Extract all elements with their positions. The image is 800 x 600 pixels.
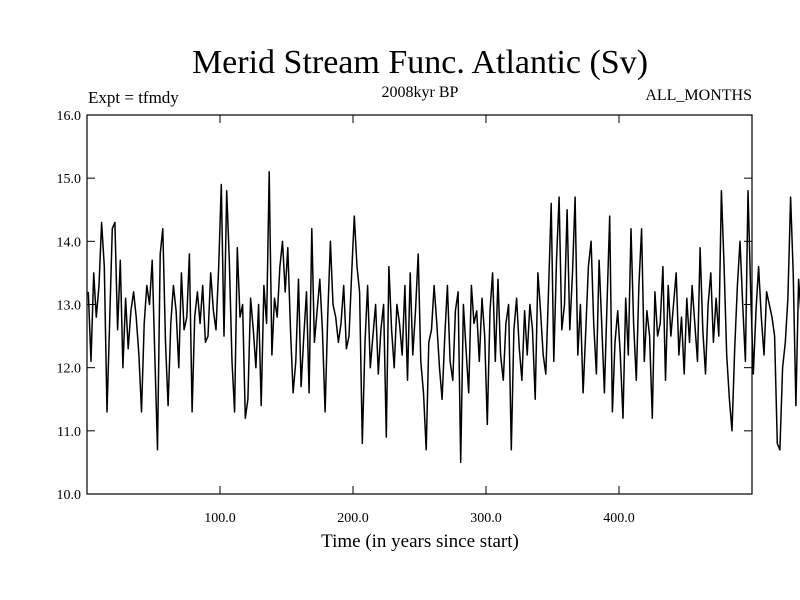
plot-frame [86, 114, 753, 495]
x-axis-label: Time (in years since start) [321, 531, 519, 552]
x-tick-label: 400.0 [603, 511, 635, 526]
x-tick-label: 200.0 [337, 511, 369, 526]
experiment-label: Expt = tfmdy [88, 88, 179, 107]
series-line [87, 171, 800, 464]
y-tick-label: 13.0 [57, 299, 82, 314]
y-tick-label: 12.0 [57, 362, 82, 377]
x-tick-label: 100.0 [204, 511, 236, 526]
x-axis: 100.0 200.0 300.0 400.0 [204, 115, 635, 526]
x-tick-label: 300.0 [470, 511, 502, 526]
y-tick-label: 11.0 [57, 425, 81, 440]
y-tick-label: 15.0 [57, 172, 82, 187]
months-label: ALL_MONTHS [645, 87, 752, 104]
y-tick-label: 16.0 [57, 109, 82, 124]
y-tick-label: 14.0 [57, 235, 82, 250]
chart-title: Merid Stream Func. Atlantic (Sv) [192, 44, 648, 81]
chart-subtitle: 2008kyr BP [382, 84, 459, 101]
y-tick-label: 10.0 [57, 488, 82, 503]
